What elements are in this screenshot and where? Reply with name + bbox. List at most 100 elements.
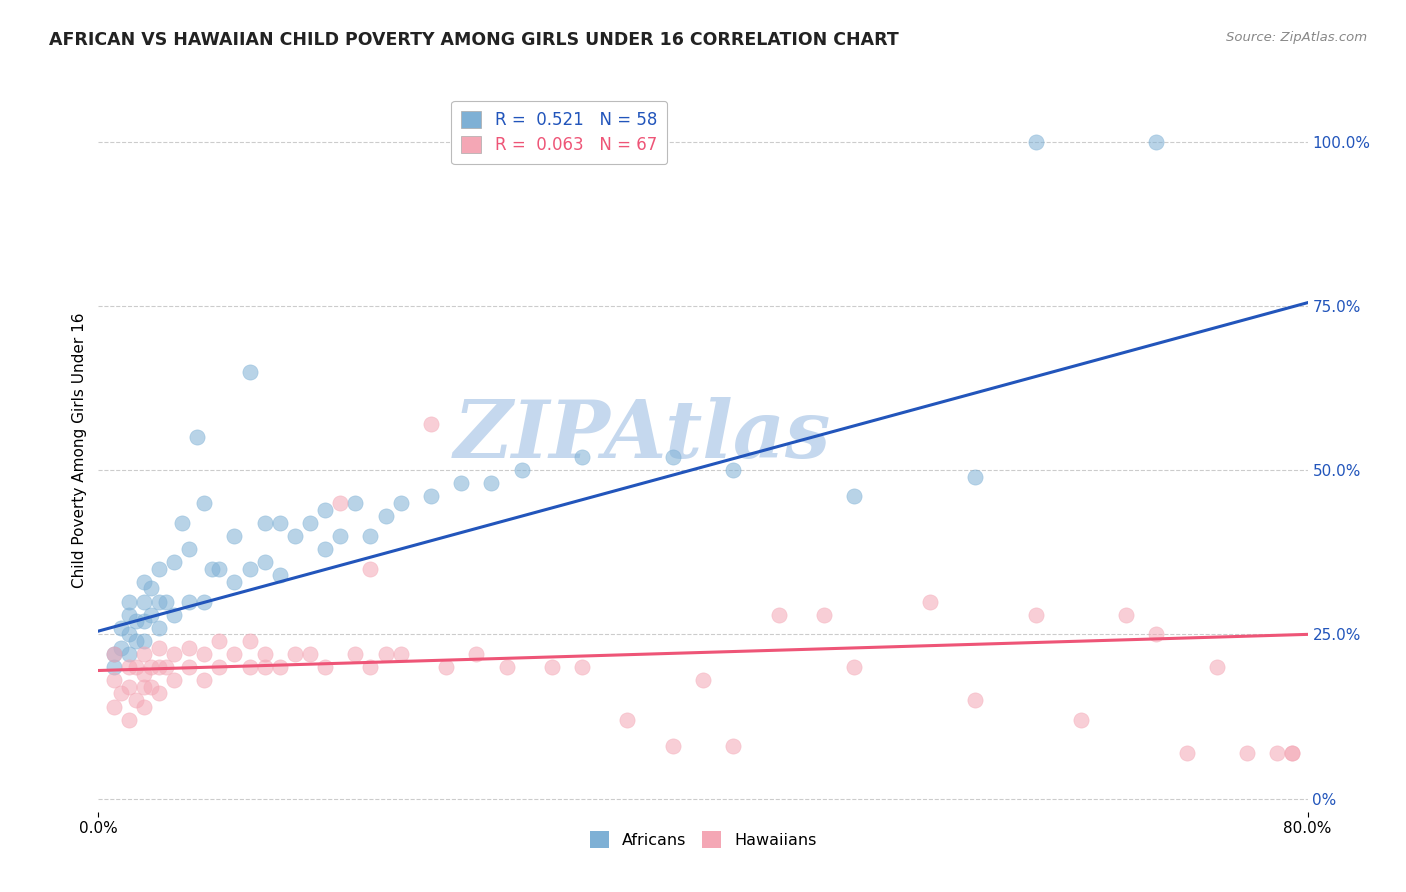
Hawaiians	[768, 607, 790, 622]
Hawaiians	[132, 699, 155, 714]
Hawaiians	[103, 647, 125, 661]
Africans	[118, 627, 141, 641]
Africans	[110, 640, 132, 655]
Hawaiians	[360, 562, 382, 576]
Hawaiians	[141, 660, 163, 674]
Africans	[299, 516, 322, 530]
Hawaiians	[1281, 746, 1303, 760]
Hawaiians	[616, 713, 638, 727]
Hawaiians	[1281, 746, 1303, 760]
Africans	[132, 614, 155, 628]
Africans	[965, 469, 987, 483]
Hawaiians	[239, 660, 262, 674]
Hawaiians	[813, 607, 835, 622]
Hawaiians	[329, 496, 352, 510]
Hawaiians	[1115, 607, 1137, 622]
Hawaiians	[661, 739, 683, 753]
Africans	[148, 562, 170, 576]
Hawaiians	[314, 660, 336, 674]
Africans	[360, 529, 382, 543]
Hawaiians	[141, 680, 163, 694]
Hawaiians	[374, 647, 396, 661]
Hawaiians	[1206, 660, 1229, 674]
Africans	[148, 594, 170, 608]
Africans	[186, 430, 208, 444]
Africans	[239, 562, 262, 576]
Hawaiians	[389, 647, 412, 661]
Africans	[132, 634, 155, 648]
Hawaiians	[118, 680, 141, 694]
Africans	[125, 614, 148, 628]
Africans	[208, 562, 231, 576]
Africans	[723, 463, 745, 477]
Hawaiians	[571, 660, 593, 674]
Hawaiians	[1144, 627, 1167, 641]
Hawaiians	[360, 660, 382, 674]
Africans	[141, 607, 163, 622]
Africans	[389, 496, 412, 510]
Africans	[163, 555, 186, 569]
Hawaiians	[284, 647, 307, 661]
Hawaiians	[692, 673, 714, 688]
Hawaiians	[224, 647, 246, 661]
Hawaiians	[299, 647, 322, 661]
Hawaiians	[1175, 746, 1198, 760]
Africans	[193, 496, 215, 510]
Hawaiians	[465, 647, 488, 661]
Hawaiians	[179, 640, 201, 655]
Africans	[201, 562, 224, 576]
Africans	[103, 647, 125, 661]
Africans	[269, 516, 291, 530]
Hawaiians	[208, 634, 231, 648]
Africans	[170, 516, 193, 530]
Hawaiians	[163, 647, 186, 661]
Africans	[179, 594, 201, 608]
Hawaiians	[1024, 607, 1046, 622]
Hawaiians	[1267, 746, 1289, 760]
Hawaiians	[723, 739, 745, 753]
Hawaiians	[148, 640, 170, 655]
Hawaiians	[118, 713, 141, 727]
Legend: Africans, Hawaiians: Africans, Hawaiians	[583, 825, 823, 855]
Hawaiians	[163, 673, 186, 688]
Africans	[193, 594, 215, 608]
Africans	[661, 450, 683, 464]
Africans	[148, 621, 170, 635]
Hawaiians	[193, 647, 215, 661]
Africans	[132, 594, 155, 608]
Africans	[510, 463, 533, 477]
Hawaiians	[965, 693, 987, 707]
Hawaiians	[918, 594, 941, 608]
Africans	[155, 594, 177, 608]
Africans	[420, 490, 443, 504]
Hawaiians	[420, 417, 443, 432]
Hawaiians	[208, 660, 231, 674]
Hawaiians	[495, 660, 517, 674]
Hawaiians	[434, 660, 457, 674]
Africans	[844, 490, 866, 504]
Africans	[314, 541, 336, 556]
Text: AFRICAN VS HAWAIIAN CHILD POVERTY AMONG GIRLS UNDER 16 CORRELATION CHART: AFRICAN VS HAWAIIAN CHILD POVERTY AMONG …	[49, 31, 898, 49]
Hawaiians	[132, 666, 155, 681]
Text: ZIPAtlas: ZIPAtlas	[454, 397, 831, 475]
Africans	[163, 607, 186, 622]
Africans	[344, 496, 367, 510]
Hawaiians	[103, 699, 125, 714]
Hawaiians	[132, 647, 155, 661]
Hawaiians	[110, 686, 132, 700]
Africans	[110, 621, 132, 635]
Africans	[224, 574, 246, 589]
Africans	[450, 476, 472, 491]
Hawaiians	[269, 660, 291, 674]
Hawaiians	[179, 660, 201, 674]
Africans	[481, 476, 503, 491]
Africans	[253, 555, 276, 569]
Hawaiians	[155, 660, 177, 674]
Africans	[329, 529, 352, 543]
Africans	[224, 529, 246, 543]
Hawaiians	[148, 660, 170, 674]
Africans	[103, 660, 125, 674]
Hawaiians	[118, 660, 141, 674]
Hawaiians	[125, 693, 148, 707]
Africans	[132, 574, 155, 589]
